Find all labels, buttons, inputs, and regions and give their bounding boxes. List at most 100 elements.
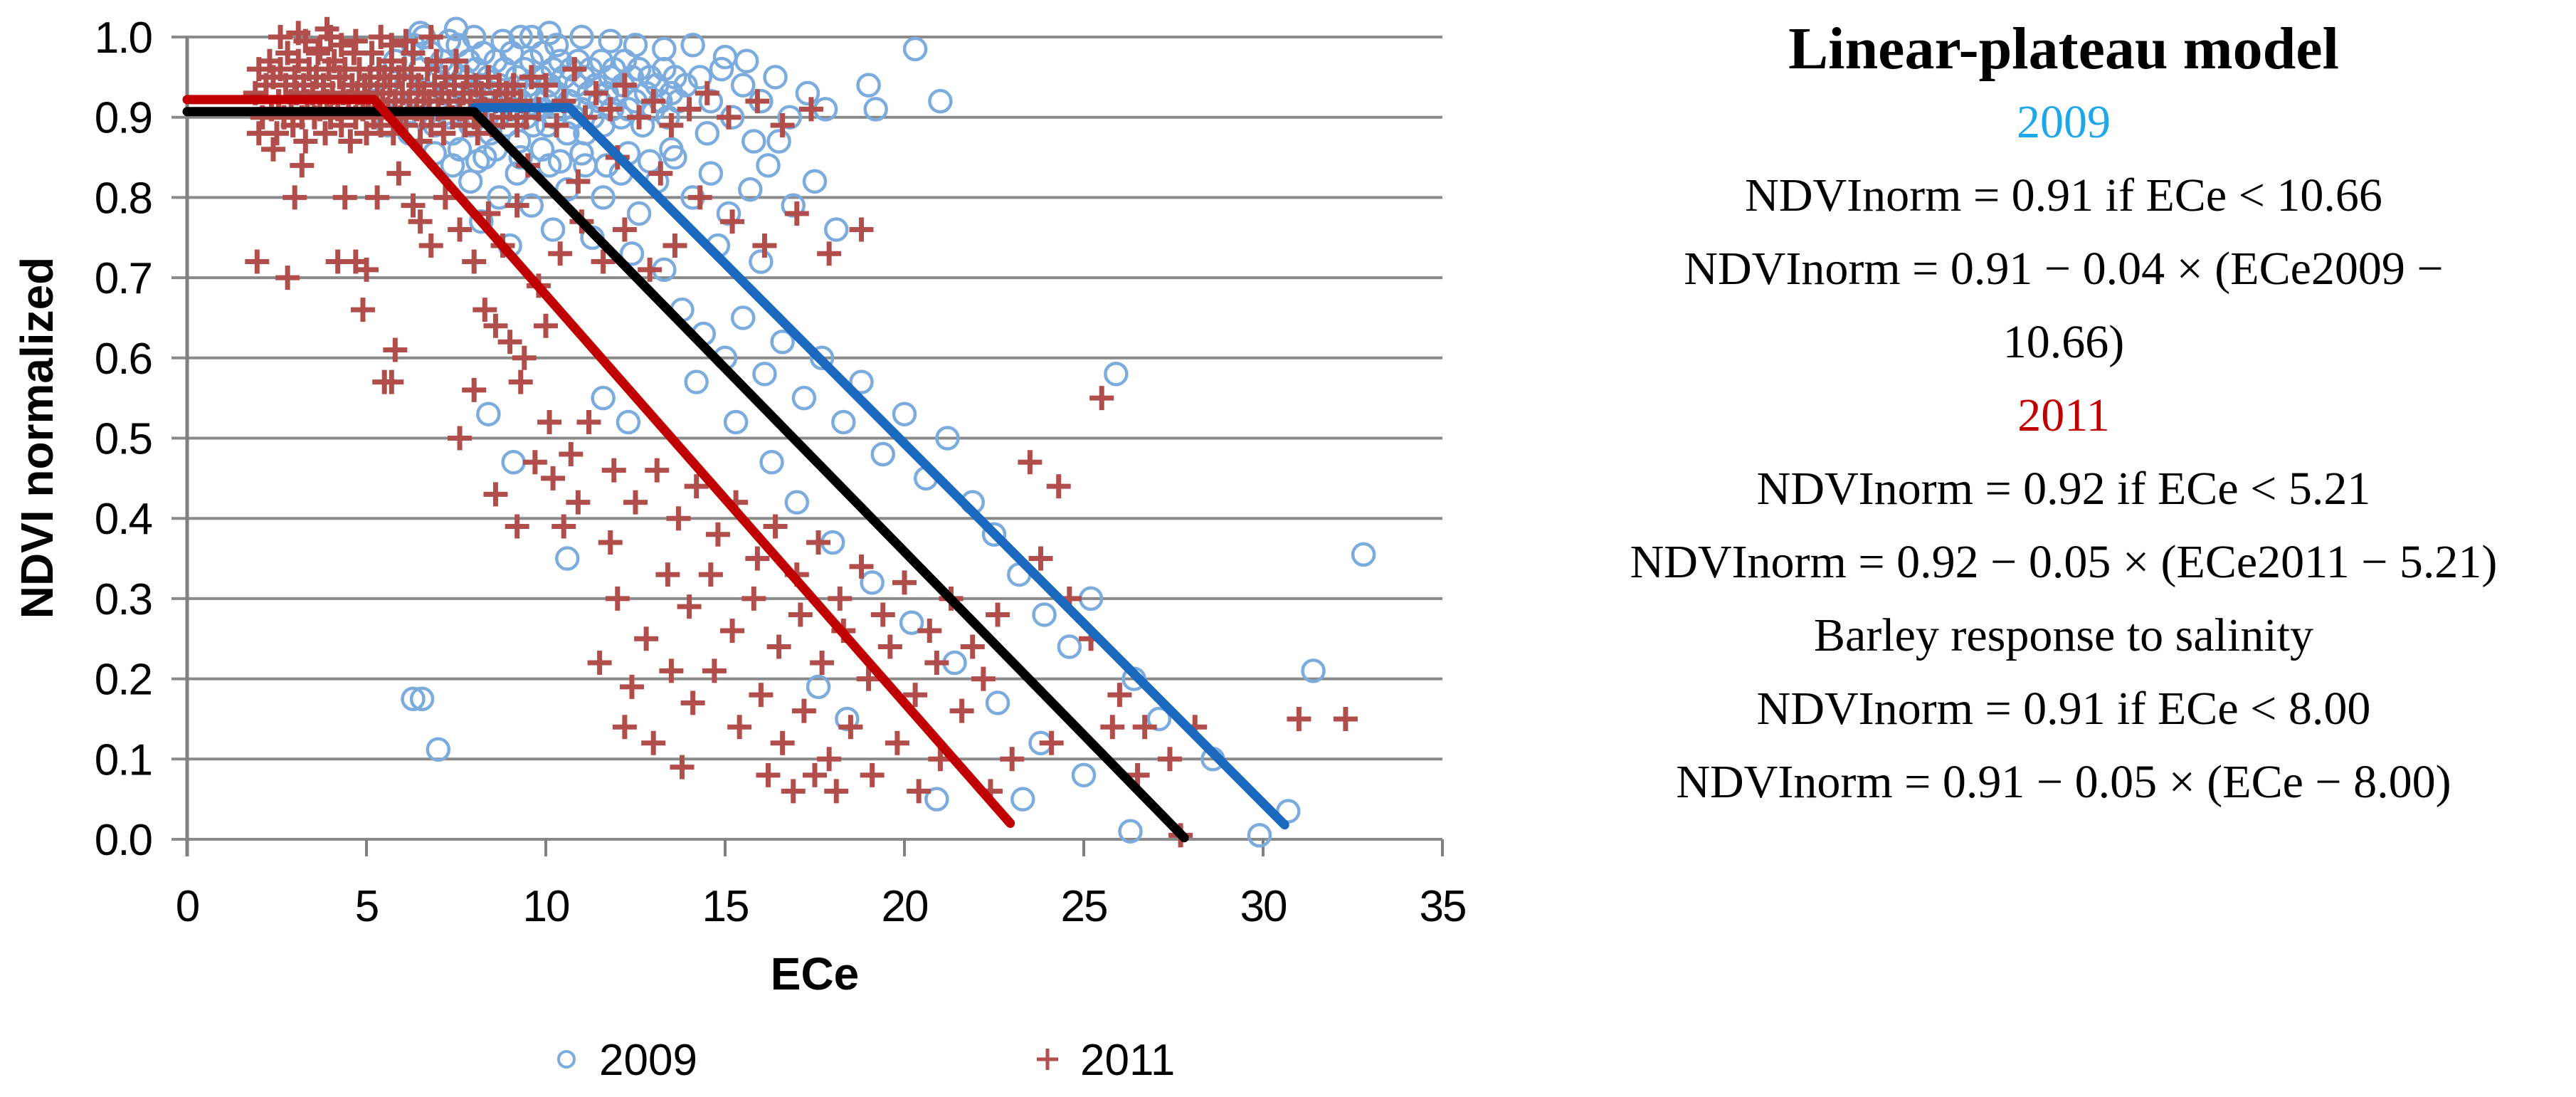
scatter-point-2009: [447, 137, 473, 162]
scatter-point-2009: [652, 36, 677, 62]
scatter-point-2009: [490, 28, 515, 53]
y-tick-label: 0.4: [95, 495, 152, 544]
x-tick-label: 25: [1061, 882, 1107, 931]
panel-eq-barley-plateau: NDVInorm = 0.91 if ECe < 8.00: [1756, 683, 2371, 735]
model-line-Barley: [182, 107, 1189, 843]
x-tick-label: 20: [882, 882, 928, 931]
scatter-point-2009: [777, 105, 802, 130]
scatter-point-2009: [529, 137, 555, 162]
y-tick-label: 0.2: [95, 656, 152, 705]
scatter-point-2009: [659, 80, 684, 106]
scatter-point-2009: [981, 522, 1007, 547]
scatter-point-2009: [476, 401, 501, 426]
scatter-point-2009: [426, 737, 451, 762]
scatter-point-2009: [458, 169, 483, 194]
scatter-point-2009: [935, 426, 960, 451]
scatter-point-2009: [684, 369, 709, 394]
scatter-point-2009: [766, 129, 791, 154]
scatter-point-2009: [1010, 787, 1035, 812]
scatter-point-2009: [626, 201, 652, 226]
scatter-point-2009: [695, 120, 720, 146]
scatter-point-2009: [508, 145, 533, 170]
x-tick-label: 10: [523, 882, 569, 931]
scatter-point-2009: [687, 65, 712, 90]
y-tick-label: 0.7: [95, 254, 152, 303]
scatter-point-2009: [519, 24, 544, 50]
scatter-point-2009: [554, 546, 580, 571]
scatter-point-2009: [508, 24, 533, 50]
scatter-point-2009: [443, 16, 469, 41]
scatter-point-2009: [401, 686, 426, 712]
scatter-point-2009: [547, 149, 573, 174]
y-tick-label: 0.9: [95, 94, 152, 143]
legend-label-2009: 2009: [599, 1036, 697, 1085]
scatter-point-2009: [823, 217, 849, 242]
y-tick-label: 0.0: [95, 816, 152, 865]
scatter-point-2009: [1071, 762, 1097, 788]
scatter-point-2009: [759, 450, 784, 475]
scatter-point-2009: [741, 129, 766, 154]
scatter-point-2009: [673, 73, 698, 98]
scatter-point-2009: [863, 97, 888, 122]
scatter-point-2009: [738, 177, 763, 202]
scatter-point-2009: [806, 674, 831, 700]
scatter-point-2009: [985, 691, 1010, 715]
scatter-point-2009: [749, 249, 774, 274]
scatter-point-2009: [544, 33, 569, 58]
x-tick-label: 0: [176, 882, 199, 931]
scatter-point-2009: [1118, 819, 1143, 844]
scatter-point-2009: [730, 305, 756, 330]
scatter-point-2009: [566, 48, 591, 74]
scatter-point-2009: [637, 65, 663, 90]
scatter-point-2009: [1146, 706, 1172, 732]
model-line-2011: [182, 95, 1015, 828]
panel-year-2009: 2009: [2017, 96, 2111, 148]
x-tick-label: 30: [1240, 882, 1287, 931]
scatter-point-2009: [791, 385, 817, 411]
scatter-point-2009: [619, 65, 645, 90]
panel-eq-2011-slope: NDVInorm = 0.92 − 0.05 × (ECe2011 − 5.21…: [1630, 536, 2498, 588]
scatter-point-2009: [781, 193, 806, 218]
scatter-point-2009: [1247, 823, 1272, 848]
scatter-point-2009: [409, 686, 435, 712]
panel-year-2011: 2011: [2017, 389, 2110, 441]
y-axis-title: NDVI normalized: [11, 257, 63, 619]
scatter-point-2009: [849, 369, 874, 394]
scatter-point-2009: [924, 787, 949, 812]
y-tick-label: 0.8: [95, 174, 152, 223]
scatter-point-2009: [492, 56, 517, 82]
scatter-point-2009: [752, 362, 777, 387]
scatter-point-2009: [598, 28, 623, 53]
scatter-point-2009: [436, 28, 462, 53]
scatter-point-2009: [1351, 542, 1376, 567]
panel-eq-2009-plateau: NDVInorm = 0.91 if ECe < 10.66: [1745, 169, 2382, 221]
scatter-point-2009: [616, 409, 641, 435]
y-tick-label: 1.0: [95, 14, 152, 63]
scatter-point-2009: [569, 141, 594, 166]
scatter-point-2009: [770, 330, 795, 355]
scatter-point-2009: [623, 33, 648, 58]
scatter-point-2009: [537, 21, 562, 46]
scatter-point-2009: [730, 73, 756, 98]
scatter-point-2009: [680, 33, 705, 58]
scatter-point-2009: [591, 185, 616, 210]
scatter-point-2009: [795, 80, 820, 106]
panel-eq-2011-plateau: NDVInorm = 0.92 if ECe < 5.21: [1756, 463, 2371, 515]
scatter-point-2009: [1301, 658, 1326, 683]
scatter-point-2009: [809, 345, 835, 371]
scatter-point-2009: [619, 241, 645, 266]
scatter-point-2009: [802, 169, 828, 194]
scatter-point-2009: [856, 73, 881, 98]
scatter-point-2009: [723, 409, 749, 435]
scatter-point-2009: [487, 185, 512, 210]
x-tick-label: 5: [355, 882, 378, 931]
scatter-point-2009: [698, 88, 724, 114]
panel-eq-2009-slope-line1: NDVInorm = 0.91 − 0.04 × (ECe2009 −: [1684, 243, 2444, 295]
scatter-point-2009: [756, 153, 781, 178]
scatter-point-2009: [902, 36, 928, 62]
panel-barley-heading: Barley response to salinity: [1813, 609, 2314, 661]
y-tick-label: 0.5: [95, 415, 152, 464]
scatter-point-2009: [1032, 602, 1057, 627]
scatter-point-2009: [870, 441, 896, 467]
